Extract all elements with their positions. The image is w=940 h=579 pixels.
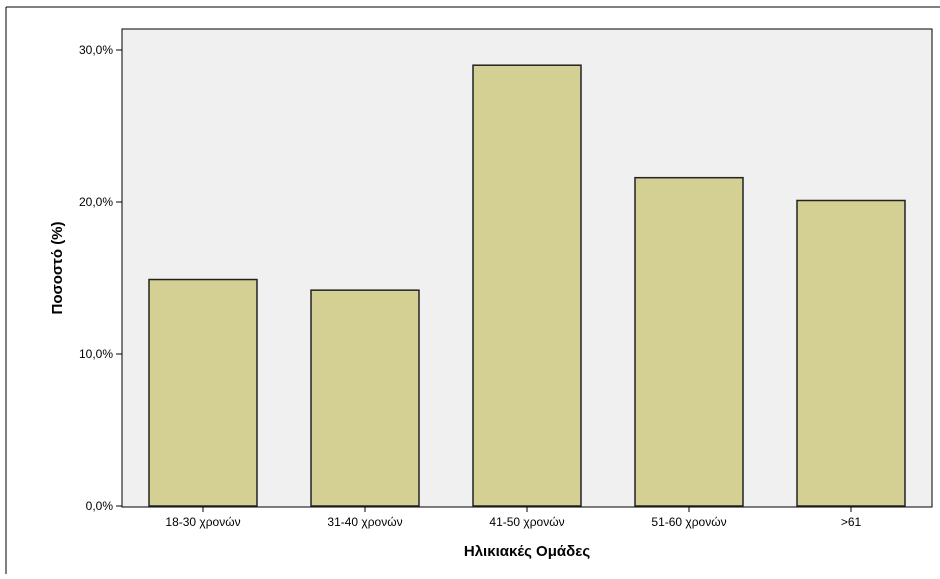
x-tick-label: 41-50 χρονών — [489, 515, 564, 529]
bar — [148, 278, 258, 507]
x-tick-label: 51-60 χρονών — [651, 515, 726, 529]
y-axis-ticks: 0,0% 10,0% 20,0% 30,0% — [79, 43, 122, 513]
bar — [310, 289, 420, 507]
y-tick-label: 10,0% — [79, 347, 113, 361]
bar — [634, 176, 744, 507]
y-axis-title: Ποσοστό (%) — [49, 221, 66, 314]
x-axis-title: Ηλικιακές Ομάδες — [464, 543, 590, 560]
y-tick-label: 20,0% — [79, 195, 113, 209]
x-axis-ticks: 18-30 χρονών 31-40 χρονών 41-50 χρονών 51-6… — [165, 507, 862, 529]
bar — [796, 199, 906, 507]
x-tick-label: 31-40 χρονών — [327, 515, 402, 529]
y-tick-label: 30,0% — [79, 43, 113, 57]
bar — [472, 64, 582, 507]
x-tick-label: >61 — [841, 515, 862, 529]
x-tick-label: 18-30 χρονών — [165, 515, 240, 529]
y-tick-label: 0,0% — [86, 499, 114, 513]
bars-group — [148, 64, 906, 507]
